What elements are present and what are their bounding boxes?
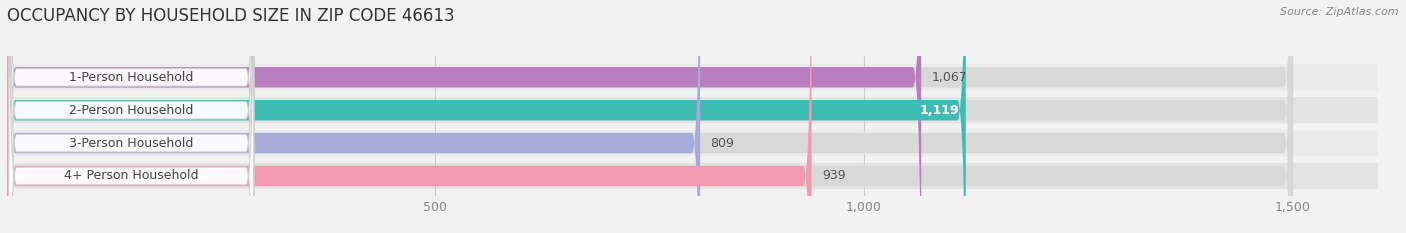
- FancyBboxPatch shape: [0, 97, 1395, 123]
- FancyBboxPatch shape: [8, 0, 253, 233]
- Text: Source: ZipAtlas.com: Source: ZipAtlas.com: [1281, 7, 1399, 17]
- FancyBboxPatch shape: [7, 0, 966, 233]
- FancyBboxPatch shape: [7, 0, 1292, 233]
- FancyBboxPatch shape: [8, 0, 253, 233]
- FancyBboxPatch shape: [0, 130, 1395, 156]
- FancyBboxPatch shape: [7, 0, 1292, 233]
- FancyBboxPatch shape: [7, 0, 1292, 233]
- Text: 4+ Person Household: 4+ Person Household: [65, 169, 198, 182]
- FancyBboxPatch shape: [7, 0, 921, 233]
- Text: 2-Person Household: 2-Person Household: [69, 104, 194, 117]
- FancyBboxPatch shape: [7, 0, 811, 233]
- Text: 809: 809: [710, 137, 734, 150]
- FancyBboxPatch shape: [0, 163, 1395, 189]
- Text: 939: 939: [823, 169, 845, 182]
- FancyBboxPatch shape: [8, 0, 253, 233]
- FancyBboxPatch shape: [7, 0, 700, 233]
- FancyBboxPatch shape: [7, 0, 1292, 233]
- Text: 1,119: 1,119: [920, 104, 959, 117]
- Text: OCCUPANCY BY HOUSEHOLD SIZE IN ZIP CODE 46613: OCCUPANCY BY HOUSEHOLD SIZE IN ZIP CODE …: [7, 7, 454, 25]
- FancyBboxPatch shape: [8, 0, 253, 233]
- Text: 3-Person Household: 3-Person Household: [69, 137, 194, 150]
- FancyBboxPatch shape: [0, 64, 1395, 90]
- Text: 1-Person Household: 1-Person Household: [69, 71, 194, 84]
- Text: 1,067: 1,067: [932, 71, 967, 84]
